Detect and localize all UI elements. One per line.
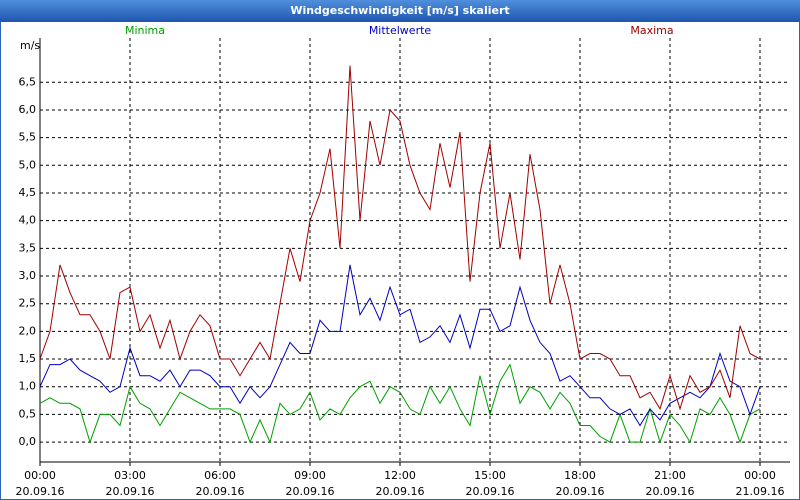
chart-title: Windgeschwindigkeit [m/s] skaliert bbox=[290, 4, 509, 17]
y-tick-label: 2,5 bbox=[19, 297, 37, 310]
data-line bbox=[39, 65, 761, 411]
legend-entry: Minima bbox=[125, 24, 165, 37]
y-tick-label: 6,5 bbox=[19, 75, 37, 88]
x-tick-label: 20.09.16 bbox=[556, 485, 605, 498]
x-tick-label: 20.09.16 bbox=[106, 485, 155, 498]
x-tick-label: 00:00 bbox=[24, 469, 56, 482]
x-tick-label: 03:00 bbox=[114, 469, 146, 482]
x-tick-label: 15:00 bbox=[474, 469, 506, 482]
y-tick-label: 2,0 bbox=[19, 324, 37, 337]
x-tick-label: 20.09.16 bbox=[196, 485, 245, 498]
y-tick-label: 5,0 bbox=[19, 158, 37, 171]
y-tick-label: 1,5 bbox=[19, 352, 37, 365]
x-tick-label: 12:00 bbox=[384, 469, 416, 482]
y-tick-label: 1,0 bbox=[19, 380, 37, 393]
y-axis-label: m/s bbox=[20, 39, 40, 52]
y-tick-label: 0,5 bbox=[19, 407, 37, 420]
data-line bbox=[39, 264, 761, 427]
x-tick-label: 21:00 bbox=[654, 469, 686, 482]
x-tick-label: 00:00 bbox=[744, 469, 776, 482]
y-tick-label: 6,0 bbox=[19, 103, 37, 116]
legend-entry: Maxima bbox=[630, 24, 673, 37]
title-bar bbox=[0, 0, 800, 22]
y-tick-label: 4,0 bbox=[19, 214, 37, 227]
y-tick-label: 5,5 bbox=[19, 131, 37, 144]
x-tick-label: 20.09.16 bbox=[286, 485, 335, 498]
x-tick-label: 09:00 bbox=[294, 469, 326, 482]
x-tick-label: 20.09.16 bbox=[466, 485, 515, 498]
data-line bbox=[39, 363, 761, 444]
x-tick-label: 21.09.16 bbox=[736, 485, 785, 498]
x-tick-label: 20.09.16 bbox=[376, 485, 425, 498]
x-tick-label: 06:00 bbox=[204, 469, 236, 482]
y-tick-label: 3,0 bbox=[19, 269, 37, 282]
y-tick-label: 0,0 bbox=[19, 435, 37, 448]
legend-entry: Mittelwerte bbox=[369, 24, 432, 37]
x-tick-label: 20.09.16 bbox=[646, 485, 695, 498]
x-tick-label: 20.09.16 bbox=[16, 485, 65, 498]
y-tick-label: 3,5 bbox=[19, 241, 37, 254]
y-tick-label: 4,5 bbox=[19, 186, 37, 199]
x-tick-label: 18:00 bbox=[564, 469, 596, 482]
